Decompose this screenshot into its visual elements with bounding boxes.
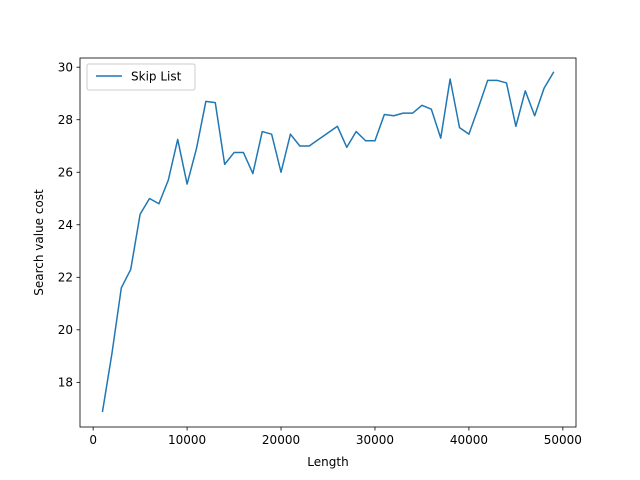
x-tick-label: 10000	[168, 433, 206, 447]
x-axis-label: Length	[307, 455, 348, 469]
x-tick-label: 30000	[356, 433, 394, 447]
y-axis-label: Search value cost	[32, 189, 46, 296]
y-tick-label: 26	[58, 166, 73, 180]
x-tick-label: 50000	[544, 433, 582, 447]
x-tick-label: 40000	[450, 433, 488, 447]
y-tick-label: 28	[58, 113, 73, 127]
series-line-0	[101, 71, 555, 413]
y-tick-label: 20	[58, 323, 73, 337]
y-tick-label: 22	[58, 271, 73, 285]
x-tick-label: 20000	[262, 433, 300, 447]
axes-frame	[79, 57, 577, 428]
y-tick-label: 30	[58, 60, 73, 74]
y-tick-label: 24	[58, 218, 73, 232]
x-tick-label: 0	[89, 433, 97, 447]
y-tick-label: 18	[58, 376, 73, 390]
legend: Skip List	[86, 63, 196, 91]
axes: 0 10000 20000 30000 40000 50000 18 20 22 24 26 28 30	[58, 57, 582, 447]
legend-box	[86, 63, 196, 91]
legend-label: Skip List	[131, 70, 182, 84]
plot-area	[101, 71, 555, 413]
